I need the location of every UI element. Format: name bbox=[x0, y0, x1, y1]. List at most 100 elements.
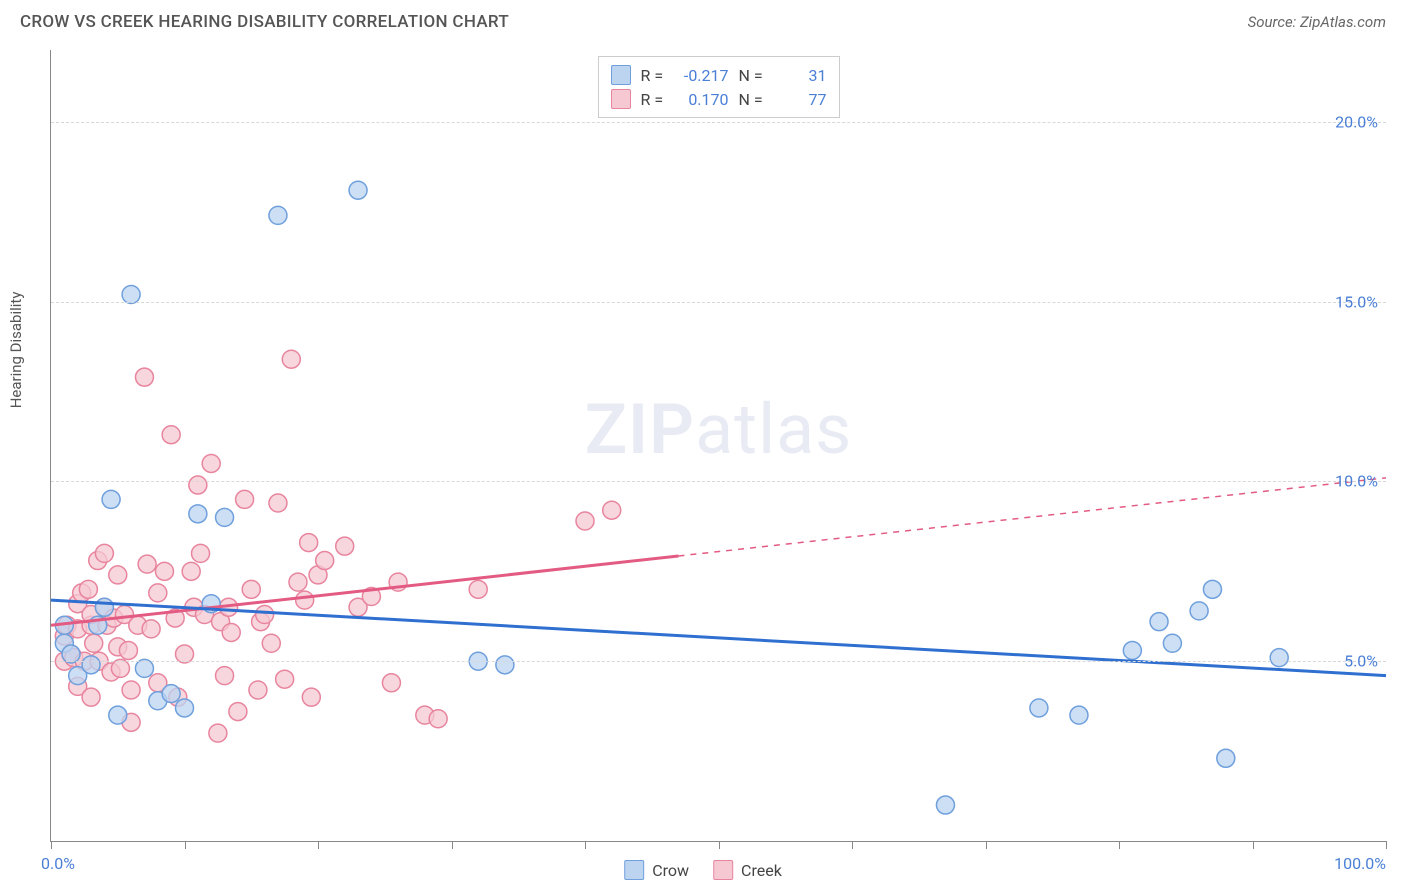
y-tick-label: 15.0% bbox=[1335, 292, 1378, 311]
y-tick-label: 20.0% bbox=[1335, 112, 1378, 131]
creek-point bbox=[209, 724, 227, 742]
legend-item-crow: Crow bbox=[624, 860, 689, 880]
crow-point bbox=[176, 699, 194, 717]
creek-n-value: 77 bbox=[777, 90, 827, 109]
x-tick bbox=[51, 841, 52, 849]
crow-point bbox=[1217, 749, 1235, 767]
crow-point bbox=[936, 796, 954, 814]
crow-point bbox=[496, 656, 514, 674]
gridline bbox=[51, 122, 1386, 123]
x-tick bbox=[1386, 841, 1387, 849]
creek-point bbox=[135, 368, 153, 386]
y-tick-label: 5.0% bbox=[1344, 652, 1378, 671]
creek-point bbox=[95, 544, 113, 562]
x-tick bbox=[719, 841, 720, 849]
crow-point bbox=[189, 505, 207, 523]
creek-point bbox=[289, 573, 307, 591]
x-tick bbox=[1253, 841, 1254, 849]
creek-point bbox=[269, 494, 287, 512]
swatch-creek bbox=[611, 89, 631, 109]
crow-n-value: 31 bbox=[777, 66, 827, 85]
creek-point bbox=[85, 634, 103, 652]
x-axis-max-label: 100.0% bbox=[1334, 854, 1386, 873]
creek-point bbox=[216, 667, 234, 685]
creek-point bbox=[300, 534, 318, 552]
n-label: N = bbox=[739, 90, 767, 109]
crow-trendline bbox=[51, 600, 1386, 676]
crow-point bbox=[1270, 649, 1288, 667]
creek-point bbox=[236, 490, 254, 508]
x-tick bbox=[852, 841, 853, 849]
crow-r-value: -0.217 bbox=[679, 66, 729, 85]
x-tick bbox=[185, 841, 186, 849]
creek-point bbox=[603, 501, 621, 519]
r-label: R = bbox=[641, 90, 669, 109]
y-axis-title: Hearing Disability bbox=[7, 291, 25, 408]
creek-point bbox=[79, 580, 97, 598]
creek-point bbox=[316, 552, 334, 570]
crow-point bbox=[95, 598, 113, 616]
n-label: N = bbox=[739, 66, 767, 85]
crow-point bbox=[269, 206, 287, 224]
creek-point bbox=[249, 681, 267, 699]
creek-point bbox=[262, 634, 280, 652]
creek-point bbox=[469, 580, 487, 598]
scatter-svg bbox=[51, 50, 1386, 841]
crow-point bbox=[1163, 634, 1181, 652]
crow-point bbox=[216, 508, 234, 526]
creek-point bbox=[149, 584, 167, 602]
creek-point bbox=[182, 562, 200, 580]
series-legend: Crow Creek bbox=[624, 860, 782, 880]
creek-point bbox=[296, 591, 314, 609]
x-tick bbox=[1119, 841, 1120, 849]
creek-point bbox=[122, 681, 140, 699]
y-tick-label: 10.0% bbox=[1335, 472, 1378, 491]
x-tick bbox=[452, 841, 453, 849]
x-tick bbox=[986, 841, 987, 849]
crow-point bbox=[162, 685, 180, 703]
creek-point bbox=[138, 555, 156, 573]
crow-point bbox=[349, 181, 367, 199]
gridline bbox=[51, 661, 1386, 662]
gridline bbox=[51, 302, 1386, 303]
crow-point bbox=[1123, 641, 1141, 659]
x-axis-min-label: 0.0% bbox=[41, 854, 75, 873]
creek-point bbox=[162, 426, 180, 444]
crow-point bbox=[1190, 602, 1208, 620]
swatch-crow bbox=[611, 65, 631, 85]
legend-row-crow: R = -0.217 N = 31 bbox=[611, 63, 827, 87]
crow-point bbox=[109, 706, 127, 724]
creek-point bbox=[82, 688, 100, 706]
creek-r-value: 0.170 bbox=[679, 90, 729, 109]
creek-point bbox=[576, 512, 594, 530]
creek-point bbox=[222, 623, 240, 641]
creek-point bbox=[256, 605, 274, 623]
legend-item-creek: Creek bbox=[713, 860, 782, 880]
creek-point bbox=[382, 674, 400, 692]
crow-point bbox=[1203, 580, 1221, 598]
creek-trendline-extrapolated bbox=[678, 478, 1386, 556]
creek-point bbox=[109, 566, 127, 584]
creek-point bbox=[142, 620, 160, 638]
legend-label-creek: Creek bbox=[741, 861, 782, 880]
crow-point bbox=[82, 656, 100, 674]
creek-point bbox=[119, 641, 137, 659]
chart-plot-area: Hearing Disability ZIPatlas R = -0.217 N… bbox=[50, 50, 1386, 842]
crow-point bbox=[1070, 706, 1088, 724]
crow-point bbox=[1030, 699, 1048, 717]
creek-point bbox=[429, 710, 447, 728]
crow-point bbox=[102, 490, 120, 508]
swatch-crow bbox=[624, 860, 644, 880]
creek-point bbox=[189, 476, 207, 494]
source-attribution: Source: ZipAtlas.com bbox=[1248, 13, 1386, 31]
x-tick bbox=[585, 841, 586, 849]
legend-label-crow: Crow bbox=[652, 861, 689, 880]
creek-point bbox=[155, 562, 173, 580]
creek-point bbox=[229, 703, 247, 721]
correlation-legend: R = -0.217 N = 31 R = 0.170 N = 77 bbox=[598, 56, 840, 118]
creek-point bbox=[302, 688, 320, 706]
swatch-creek bbox=[713, 860, 733, 880]
creek-point bbox=[336, 537, 354, 555]
creek-point bbox=[282, 350, 300, 368]
creek-point bbox=[276, 670, 294, 688]
